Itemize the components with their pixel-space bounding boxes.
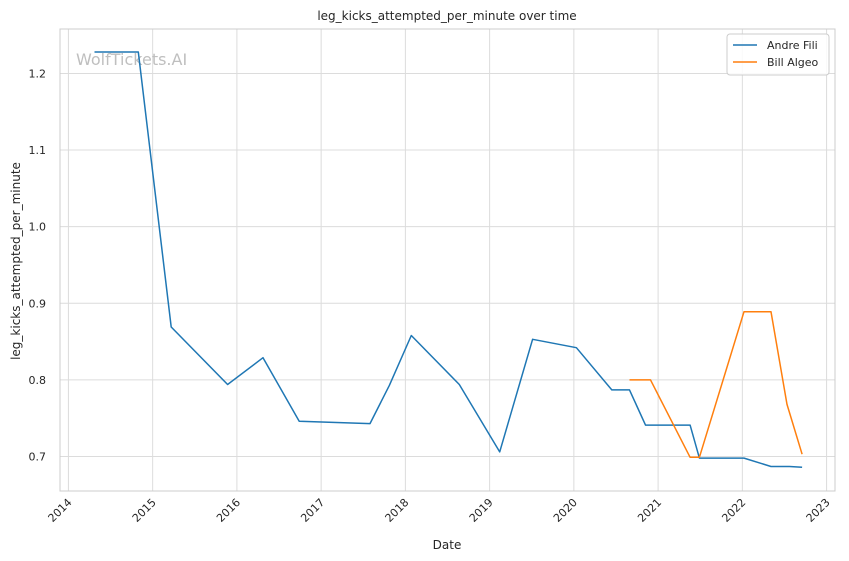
y-tick-label: 0.9 (29, 297, 47, 310)
x-tick-label: 2020 (551, 496, 580, 525)
x-tick-label: 2023 (804, 496, 833, 525)
legend: Andre Fili Bill Algeo (726, 33, 830, 76)
series-line-andre-fili (94, 51, 803, 468)
x-tick-label: 2016 (214, 496, 243, 525)
y-axis-title: leg_kicks_attempted_per_minute (9, 162, 23, 360)
x-tick-label: 2021 (635, 496, 664, 525)
x-tick-label: 2022 (719, 496, 748, 525)
y-tick-label: 0.7 (29, 451, 47, 464)
y-tick-label: 1.0 (29, 221, 47, 234)
x-tick-label: 2018 (383, 496, 412, 525)
y-axis-ticks: 0.7 0.8 0.9 1.0 1.1 1.2 (29, 67, 47, 463)
watermark: WolfTickets.AI (76, 50, 187, 69)
x-axis-title: Date (433, 538, 462, 552)
x-tick-label: 2014 (46, 496, 75, 525)
series-lines (94, 51, 803, 468)
x-tick-label: 2017 (298, 496, 327, 525)
legend-label-andre-fili: Andre Fili (767, 39, 818, 52)
series-line-bill-algeo (629, 310, 803, 459)
y-tick-label: 0.8 (29, 374, 47, 387)
chart-title: leg_kicks_attempted_per_minute over time (317, 9, 576, 23)
y-tick-label: 1.2 (29, 67, 47, 80)
y-tick-label: 1.1 (29, 144, 47, 157)
x-tick-label: 2019 (467, 496, 496, 525)
plot-area-frame (59, 28, 836, 492)
x-tick-label: 2015 (130, 496, 159, 525)
grid (60, 29, 835, 491)
legend-label-bill-algeo: Bill Algeo (767, 56, 819, 69)
x-axis-ticks: 2014 2015 2016 2017 2018 2019 2020 2021 2022 2023 (46, 496, 833, 525)
